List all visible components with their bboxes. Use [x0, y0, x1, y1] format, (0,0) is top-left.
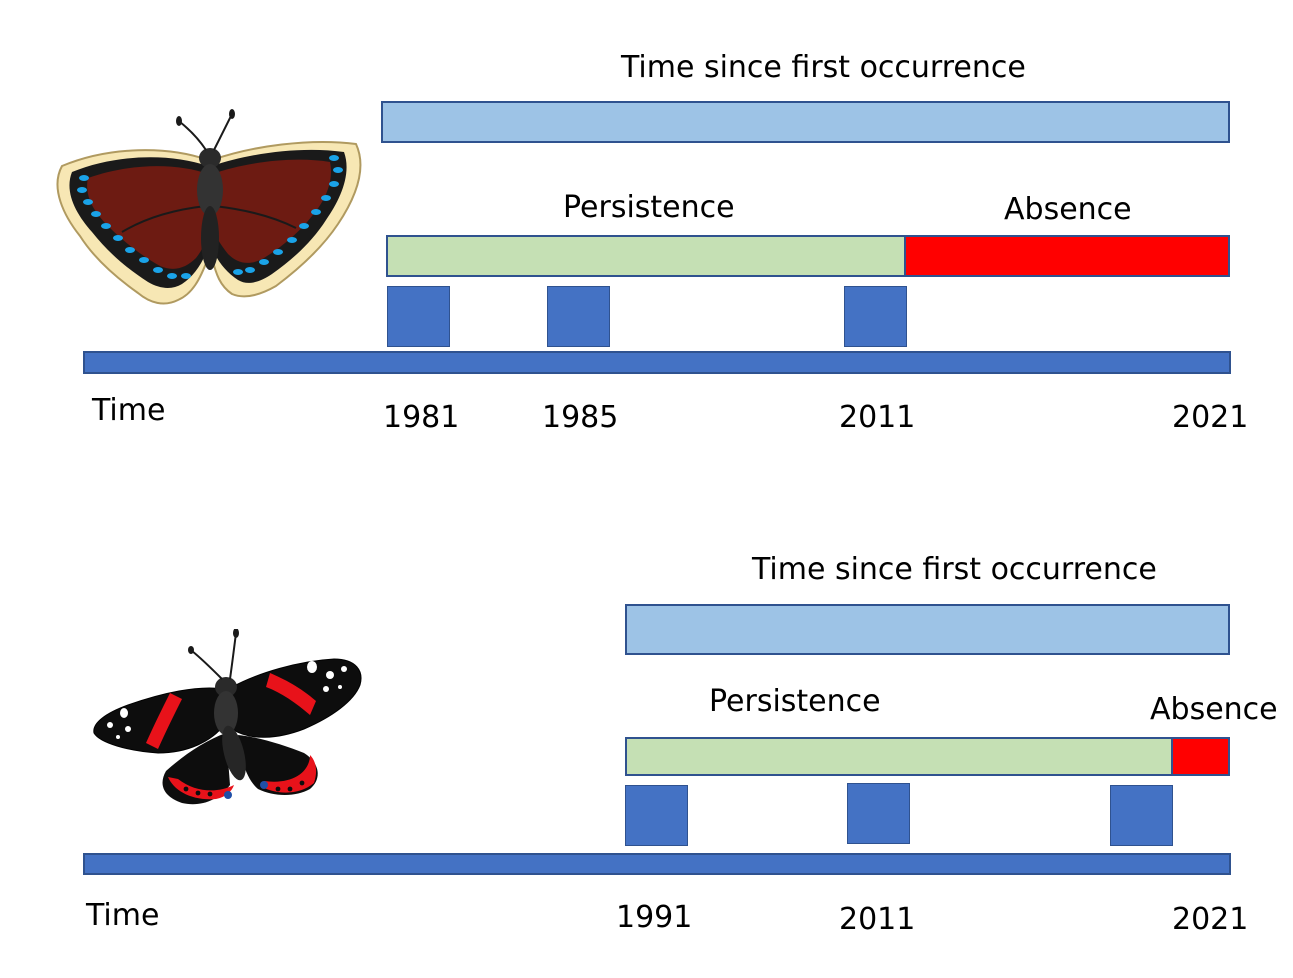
year-label: 1981	[383, 400, 460, 435]
time-axis-label: Time	[92, 393, 166, 428]
occurrence-marker	[844, 286, 907, 347]
occurrence-label: Time since first occurrence	[621, 50, 1026, 85]
occurrence-marker	[387, 286, 450, 347]
mourning-cloak-butterfly-icon	[56, 109, 362, 305]
absence-label: Absence	[1004, 192, 1132, 227]
time-axis	[83, 351, 1231, 374]
occurrence-bar	[381, 101, 1230, 143]
year-label: 2011	[839, 902, 916, 937]
occurrence-bar	[625, 604, 1230, 655]
occurrence-marker	[1110, 785, 1173, 846]
persistence-bar	[625, 737, 1173, 776]
absence-bar	[1171, 737, 1230, 776]
timeline-panel-top: Time since first occurrence Persistence …	[56, 50, 1249, 435]
persistence-label: Persistence	[563, 190, 735, 225]
time-axis-label: Time	[86, 898, 160, 933]
persistence-label: Persistence	[709, 684, 881, 719]
persistence-bar	[386, 235, 906, 277]
year-label: 1985	[542, 400, 619, 435]
time-axis	[83, 853, 1231, 875]
timeline-panel-bottom: Time since first occurrence Persistence …	[0, 489, 1293, 978]
red-admiral-butterfly-icon	[93, 629, 362, 805]
occurrence-marker	[847, 783, 910, 844]
occurrence-marker	[625, 785, 688, 846]
absence-label: Absence	[1150, 692, 1278, 727]
year-label: 2011	[839, 400, 916, 435]
occurrence-marker	[547, 286, 610, 347]
occurrence-label: Time since first occurrence	[752, 552, 1157, 587]
year-label: 2021	[1172, 400, 1249, 435]
year-label: 2021	[1172, 902, 1249, 937]
year-label: 1991	[616, 900, 693, 935]
absence-bar	[904, 235, 1230, 277]
